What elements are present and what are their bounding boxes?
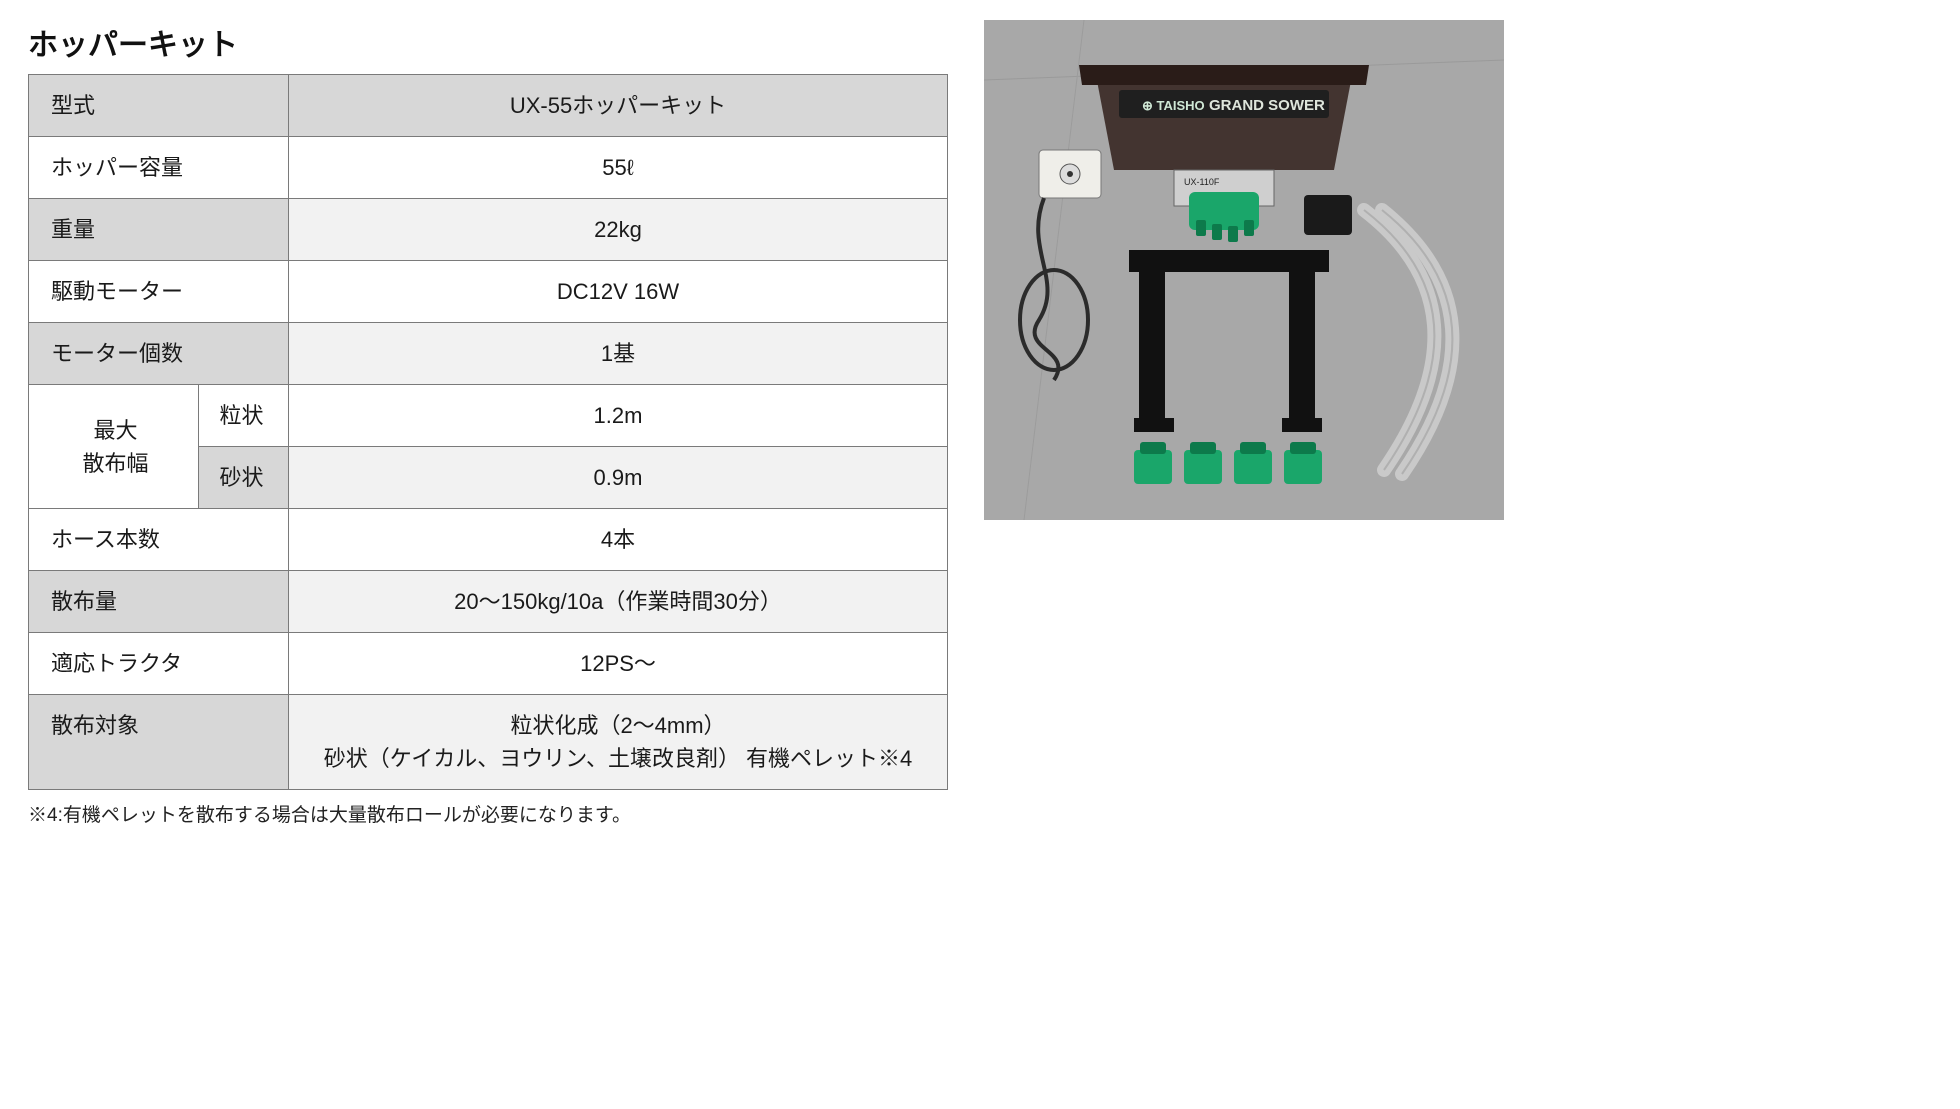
table-row: ホース本数 4本: [29, 509, 948, 571]
table-row: 適応トラクタ 12PS〜: [29, 633, 948, 695]
row-label: ホース本数: [29, 509, 289, 571]
row-value: DC12V 16W: [289, 261, 948, 323]
table-row: ホッパー容量 55ℓ: [29, 137, 948, 199]
accessory-box-icon: [1304, 195, 1352, 235]
spread-width-label: 最大 散布幅: [29, 385, 199, 509]
table-row: 重量 22kg: [29, 199, 948, 261]
row-label: 適応トラクタ: [29, 633, 289, 695]
spec-header-label: 型式: [29, 75, 289, 137]
row-value: 12PS〜: [289, 633, 948, 695]
row-label: 駆動モーター: [29, 261, 289, 323]
row-value: 粒状化成（2〜4mm） 砂状（ケイカル、ヨウリン、土壌改良剤） 有機ペレット※4: [289, 695, 948, 790]
row-label: 重量: [29, 199, 289, 261]
spec-table-body: 型式 UX-55ホッパーキット ホッパー容量 55ℓ 重量 22kg 駆動モータ…: [29, 75, 948, 790]
row-value: 4本: [289, 509, 948, 571]
row-label: 散布対象: [29, 695, 289, 790]
spec-table: 型式 UX-55ホッパーキット ホッパー容量 55ℓ 重量 22kg 駆動モータ…: [28, 74, 948, 790]
table-row-spread1: 最大 散布幅 粒状 1.2m: [29, 385, 948, 447]
table-row: 駆動モーター DC12V 16W: [29, 261, 948, 323]
footnote: ※4:有機ペレットを散布する場合は大量散布ロールが必要になります。: [28, 800, 948, 827]
spread-sub: 砂状: [199, 447, 289, 509]
section-title: ホッパーキット: [28, 20, 948, 64]
spread-value: 0.9m: [289, 447, 948, 509]
row-label: 散布量: [29, 571, 289, 633]
spec-header-value: UX-55ホッパーキット: [289, 75, 948, 137]
row-value: 55ℓ: [289, 137, 948, 199]
hopper-brand: ⊕ TAISHO: [1142, 98, 1205, 113]
spread-value: 1.2m: [289, 385, 948, 447]
product-illustration: ⊕ TAISHO GRAND SOWER UX-110F: [984, 20, 1504, 520]
spec-header-row: 型式 UX-55ホッパーキット: [29, 75, 948, 137]
spread-sub: 粒状: [199, 385, 289, 447]
row-label: モーター個数: [29, 323, 289, 385]
row-value: 20〜150kg/10a（作業時間30分）: [289, 571, 948, 633]
table-row: モーター個数 1基: [29, 323, 948, 385]
model-plate: UX-110F: [1184, 177, 1220, 187]
table-row: 散布量 20〜150kg/10a（作業時間30分）: [29, 571, 948, 633]
row-value: 1基: [289, 323, 948, 385]
row-value: 22kg: [289, 199, 948, 261]
row-label: ホッパー容量: [29, 137, 289, 199]
table-row: 散布対象 粒状化成（2〜4mm） 砂状（ケイカル、ヨウリン、土壌改良剤） 有機ペ…: [29, 695, 948, 790]
hopper-label-text: GRAND SOWER: [1209, 97, 1325, 114]
